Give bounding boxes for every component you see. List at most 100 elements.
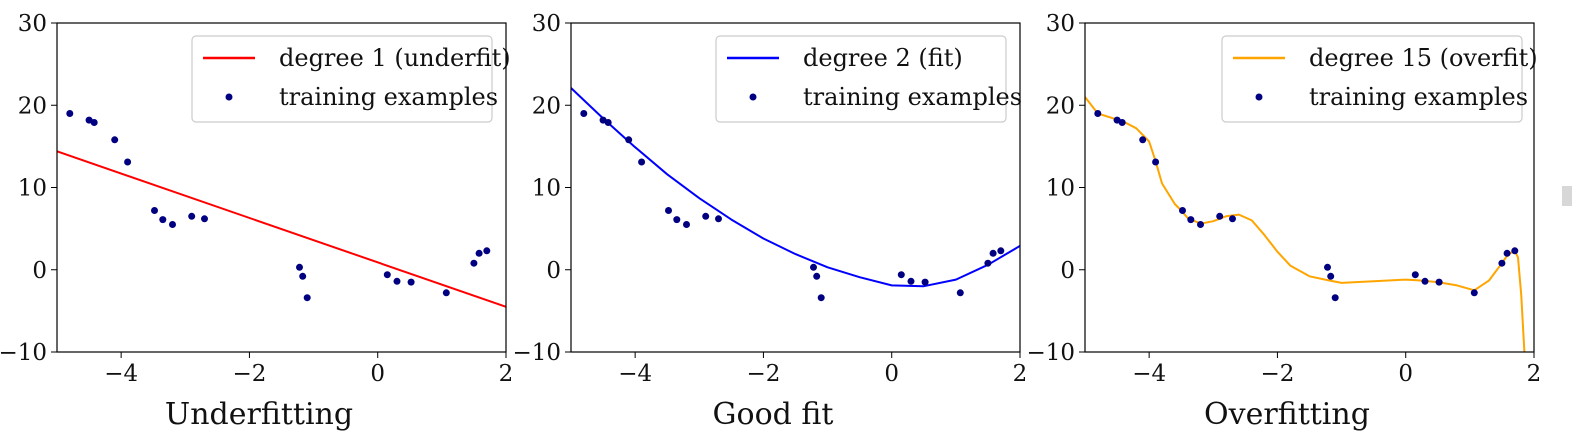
y-tick-label: −10 <box>512 340 561 366</box>
training-point <box>702 213 709 220</box>
training-point <box>304 294 311 301</box>
y-tick-label: 30 <box>532 11 561 37</box>
panel-good-fit: −4 −2 0 2−100102030 degree 2 (fit) training… <box>512 11 1027 432</box>
x-axis-label: Good fit <box>713 397 834 432</box>
training-point <box>984 260 991 267</box>
legend-label-training: training examples <box>803 83 1022 111</box>
y-tick-label: 20 <box>532 93 561 119</box>
training-point <box>957 289 964 296</box>
x-tick-label: 2 <box>1527 361 1542 387</box>
training-point <box>1324 264 1331 271</box>
y-tick-label: 20 <box>1046 93 1075 119</box>
panel-overfitting: −4 −2 0 2 −10 0 10 20 30 degree 15 (overfit) tra… <box>1026 11 1541 432</box>
legend-label-training: training examples <box>279 83 498 111</box>
x-tick-label: −2 <box>746 361 780 387</box>
training-point <box>908 278 915 285</box>
training-point <box>1187 216 1194 223</box>
legend: degree 2 (fit) training examples <box>716 36 1022 122</box>
training-point <box>1471 289 1478 296</box>
legend-label-training: training examples <box>1309 83 1528 111</box>
training-point <box>1511 247 1518 254</box>
training-point <box>1094 110 1101 117</box>
training-point <box>151 207 158 214</box>
training-point <box>1229 215 1236 222</box>
training-point <box>1498 260 1505 267</box>
x-tick-label: −4 <box>1132 361 1166 387</box>
training-point <box>1436 279 1443 286</box>
fit-curve <box>57 151 506 306</box>
x-tick-label: −4 <box>104 361 138 387</box>
x-tick-label: 0 <box>884 361 899 387</box>
scrollbar-nub[interactable] <box>1562 186 1572 206</box>
legend-dot-swatch <box>1256 94 1263 101</box>
training-point <box>580 110 587 117</box>
x-tick-label: −2 <box>1260 361 1294 387</box>
training-point <box>638 159 645 166</box>
training-point <box>1332 294 1339 301</box>
training-point <box>408 279 415 286</box>
training-point <box>124 159 131 166</box>
training-point <box>111 136 118 143</box>
training-point <box>1216 213 1223 220</box>
training-point <box>1179 207 1186 214</box>
legend-label-fit: degree 2 (fit) <box>803 44 963 72</box>
training-point <box>188 213 195 220</box>
x-tick-label: −4 <box>618 361 652 387</box>
y-tick-label: 30 <box>1046 11 1075 37</box>
training-point <box>1119 119 1126 126</box>
y-tick-label: 0 <box>546 258 561 284</box>
training-point <box>810 264 817 271</box>
training-point <box>818 294 825 301</box>
x-tick-label: 0 <box>370 361 385 387</box>
training-point <box>1152 159 1159 166</box>
panel-underfitting: −4 −2 0 2 −10 0 10 20 30 degree 1 (underfit) tra… <box>0 11 513 432</box>
training-point <box>483 247 490 254</box>
training-point <box>299 273 306 280</box>
training-point <box>1139 136 1146 143</box>
training-point <box>813 273 820 280</box>
training-point <box>91 119 98 126</box>
training-point <box>683 221 690 228</box>
legend: degree 15 (overfit) training examples <box>1222 36 1538 122</box>
y-tick-label: 10 <box>532 176 561 202</box>
training-point <box>476 250 483 257</box>
training-point <box>1422 278 1429 285</box>
y-tick-label: −10 <box>0 340 47 366</box>
x-tick-label: 2 <box>499 361 514 387</box>
training-point <box>470 260 477 267</box>
y-tick-label: 0 <box>32 258 47 284</box>
y-tick-label: 20 <box>18 93 47 119</box>
legend-label-fit: degree 15 (overfit) <box>1309 44 1538 72</box>
training-point <box>625 136 632 143</box>
legend-label-fit: degree 1 (underfit) <box>279 44 511 72</box>
y-tick-label: 0 <box>1060 258 1075 284</box>
x-axis-label: Overfitting <box>1204 397 1370 432</box>
legend-dot-swatch <box>226 94 233 101</box>
training-point <box>1327 273 1334 280</box>
legend-dot-swatch <box>750 94 757 101</box>
fit-curve <box>1085 97 1524 352</box>
y-tick-label: −10 <box>1026 340 1075 366</box>
training-point <box>605 119 612 126</box>
training-point <box>384 271 391 278</box>
training-point <box>715 215 722 222</box>
training-point <box>898 271 905 278</box>
training-point <box>997 247 1004 254</box>
training-point <box>665 207 672 214</box>
training-point <box>296 264 303 271</box>
training-point <box>990 250 997 257</box>
y-tick-label: 10 <box>1046 176 1075 202</box>
training-point <box>66 110 73 117</box>
training-point <box>443 289 450 296</box>
training-point <box>169 221 176 228</box>
x-tick-label: −2 <box>232 361 266 387</box>
legend: degree 1 (underfit) training examples <box>192 36 511 122</box>
training-point <box>159 216 166 223</box>
y-tick-label: 10 <box>18 176 47 202</box>
x-axis-label: Underfitting <box>165 397 353 432</box>
training-point <box>1197 221 1204 228</box>
x-tick-label: 0 <box>1398 361 1413 387</box>
training-point <box>1412 271 1419 278</box>
training-point <box>922 279 929 286</box>
